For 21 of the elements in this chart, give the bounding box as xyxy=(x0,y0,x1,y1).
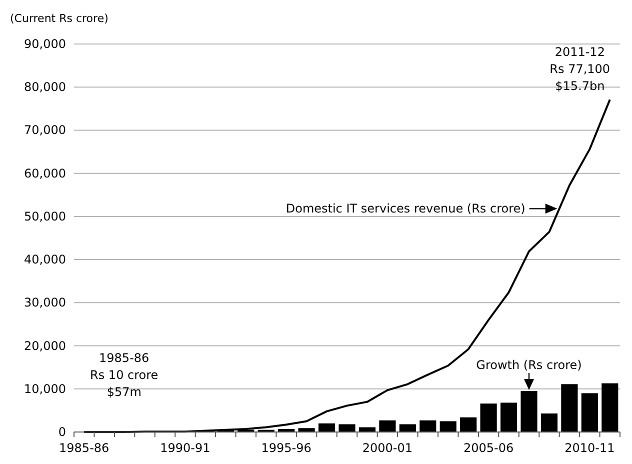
y-tick-label: 50,000 xyxy=(24,209,66,224)
x-tick-label: 2010-11 xyxy=(564,441,615,455)
annotation: 1985-86 Rs 10 crore $57m xyxy=(90,350,158,399)
y-axis-title: (Current Rs crore) xyxy=(10,12,108,25)
x-tick-label: 2005-06 xyxy=(463,441,514,455)
x-tick-label: 2000-01 xyxy=(362,441,413,455)
y-tick-label: 80,000 xyxy=(24,80,66,94)
y-tick-label: 30,000 xyxy=(24,296,66,310)
y-tick-label: 0 xyxy=(58,425,66,439)
x-tick-label: 1985-86 xyxy=(59,441,110,455)
y-tick-label: 10,000 xyxy=(24,382,66,396)
y-tick-label: 40,000 xyxy=(24,252,66,267)
y-tick-label: 90,000 xyxy=(24,37,66,51)
legend-label: Domestic IT services revenue (Rs crore) xyxy=(286,202,526,216)
y-tick-label: 20,000 xyxy=(24,338,66,353)
series-label: Growth (Rs crore) xyxy=(476,358,582,372)
x-tick-label: 1995-96 xyxy=(261,441,312,455)
y-tick-label: 70,000 xyxy=(24,123,66,138)
y-tick-label: 60,000 xyxy=(24,166,66,180)
annotation: 2011-12 Rs 77,100 $15.7bn xyxy=(550,45,610,93)
x-tick-label: 1990-91 xyxy=(160,441,210,455)
